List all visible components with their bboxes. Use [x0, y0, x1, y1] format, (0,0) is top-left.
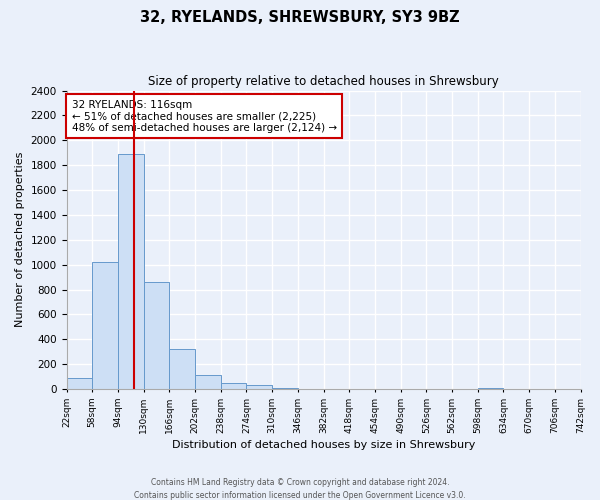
- Bar: [272, 388, 298, 389]
- Bar: [247, 386, 272, 389]
- Bar: [195, 374, 221, 389]
- Bar: [67, 378, 92, 389]
- X-axis label: Distribution of detached houses by size in Shrewsbury: Distribution of detached houses by size …: [172, 440, 475, 450]
- Bar: [118, 154, 143, 389]
- Title: Size of property relative to detached houses in Shrewsbury: Size of property relative to detached ho…: [148, 75, 499, 88]
- Bar: [92, 262, 118, 389]
- Bar: [478, 388, 503, 389]
- Bar: [169, 349, 195, 389]
- Y-axis label: Number of detached properties: Number of detached properties: [15, 152, 25, 328]
- Bar: [143, 282, 169, 389]
- Text: Contains HM Land Registry data © Crown copyright and database right 2024.
Contai: Contains HM Land Registry data © Crown c…: [134, 478, 466, 500]
- Text: 32, RYELANDS, SHREWSBURY, SY3 9BZ: 32, RYELANDS, SHREWSBURY, SY3 9BZ: [140, 10, 460, 25]
- Bar: [221, 383, 247, 389]
- Text: 32 RYELANDS: 116sqm
← 51% of detached houses are smaller (2,225)
48% of semi-det: 32 RYELANDS: 116sqm ← 51% of detached ho…: [71, 100, 337, 132]
